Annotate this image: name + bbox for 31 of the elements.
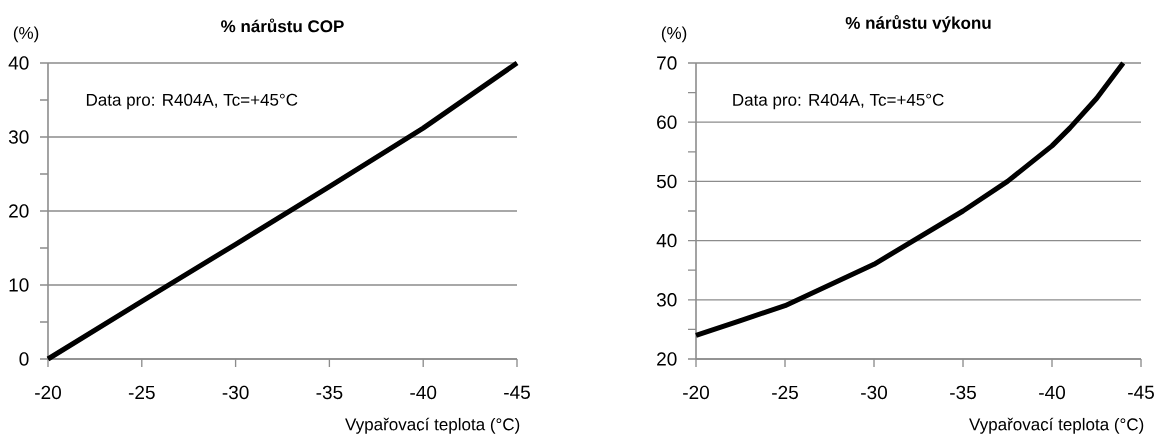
x-axis-title: Vypařovací teplota (°C)	[345, 417, 520, 434]
annotation: Data pro: R404A, Tc=+45°C	[733, 93, 944, 110]
x-tick-label: -30	[861, 385, 887, 400]
y-tick-label: 10	[9, 278, 29, 292]
x-tick-label: -20	[683, 385, 709, 400]
y-tick-label: 20	[9, 204, 29, 218]
y-tick-label: 30	[8, 130, 29, 144]
y-tick-label: 0	[19, 352, 29, 366]
y-axis-title: (%)	[661, 26, 687, 43]
y-tick-label: 50	[656, 174, 677, 189]
y-tick-label: 30	[656, 293, 677, 307]
y-axis-title: (%)	[13, 26, 39, 43]
x-tick-label: -40	[1039, 385, 1065, 400]
y-tick-label: 40	[656, 233, 677, 248]
chart-title: % nárůstu výkonu	[845, 15, 991, 33]
y-tick-label: 40	[8, 56, 29, 70]
x-axis-title: Vypařovací teplota (°C)	[969, 417, 1144, 434]
x-tick-label: -25	[128, 385, 155, 400]
annotation: Data pro: R404A, Tc=+45°C	[86, 93, 298, 110]
x-tick-label: -35	[316, 385, 343, 400]
x-tick-label: -45	[1128, 385, 1154, 399]
x-tick-label: -45	[504, 385, 530, 399]
x-tick-label: -40	[410, 385, 437, 400]
y-tick-label: 20	[657, 352, 677, 366]
y-tick-label: 60	[657, 115, 677, 129]
x-tick-label: -35	[950, 385, 976, 400]
x-tick-label: -30	[222, 385, 249, 400]
x-tick-label: -20	[35, 385, 61, 400]
chart-title: % nárůstu COP	[221, 18, 344, 33]
x-tick-label: -25	[772, 385, 798, 400]
y-tick-label: 70	[657, 56, 677, 70]
